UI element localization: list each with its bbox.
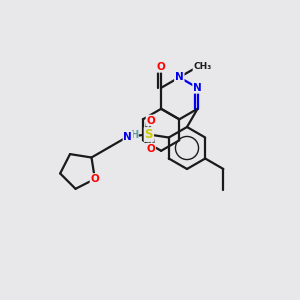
Text: O: O: [157, 62, 166, 72]
Text: O: O: [146, 116, 155, 125]
Text: O: O: [91, 174, 99, 184]
Text: O: O: [146, 143, 155, 154]
Text: N: N: [124, 131, 132, 142]
Text: CH₃: CH₃: [194, 62, 211, 71]
Text: S: S: [145, 128, 153, 141]
Text: N: N: [193, 83, 202, 93]
Text: H: H: [130, 130, 138, 140]
Text: N: N: [175, 72, 184, 82]
